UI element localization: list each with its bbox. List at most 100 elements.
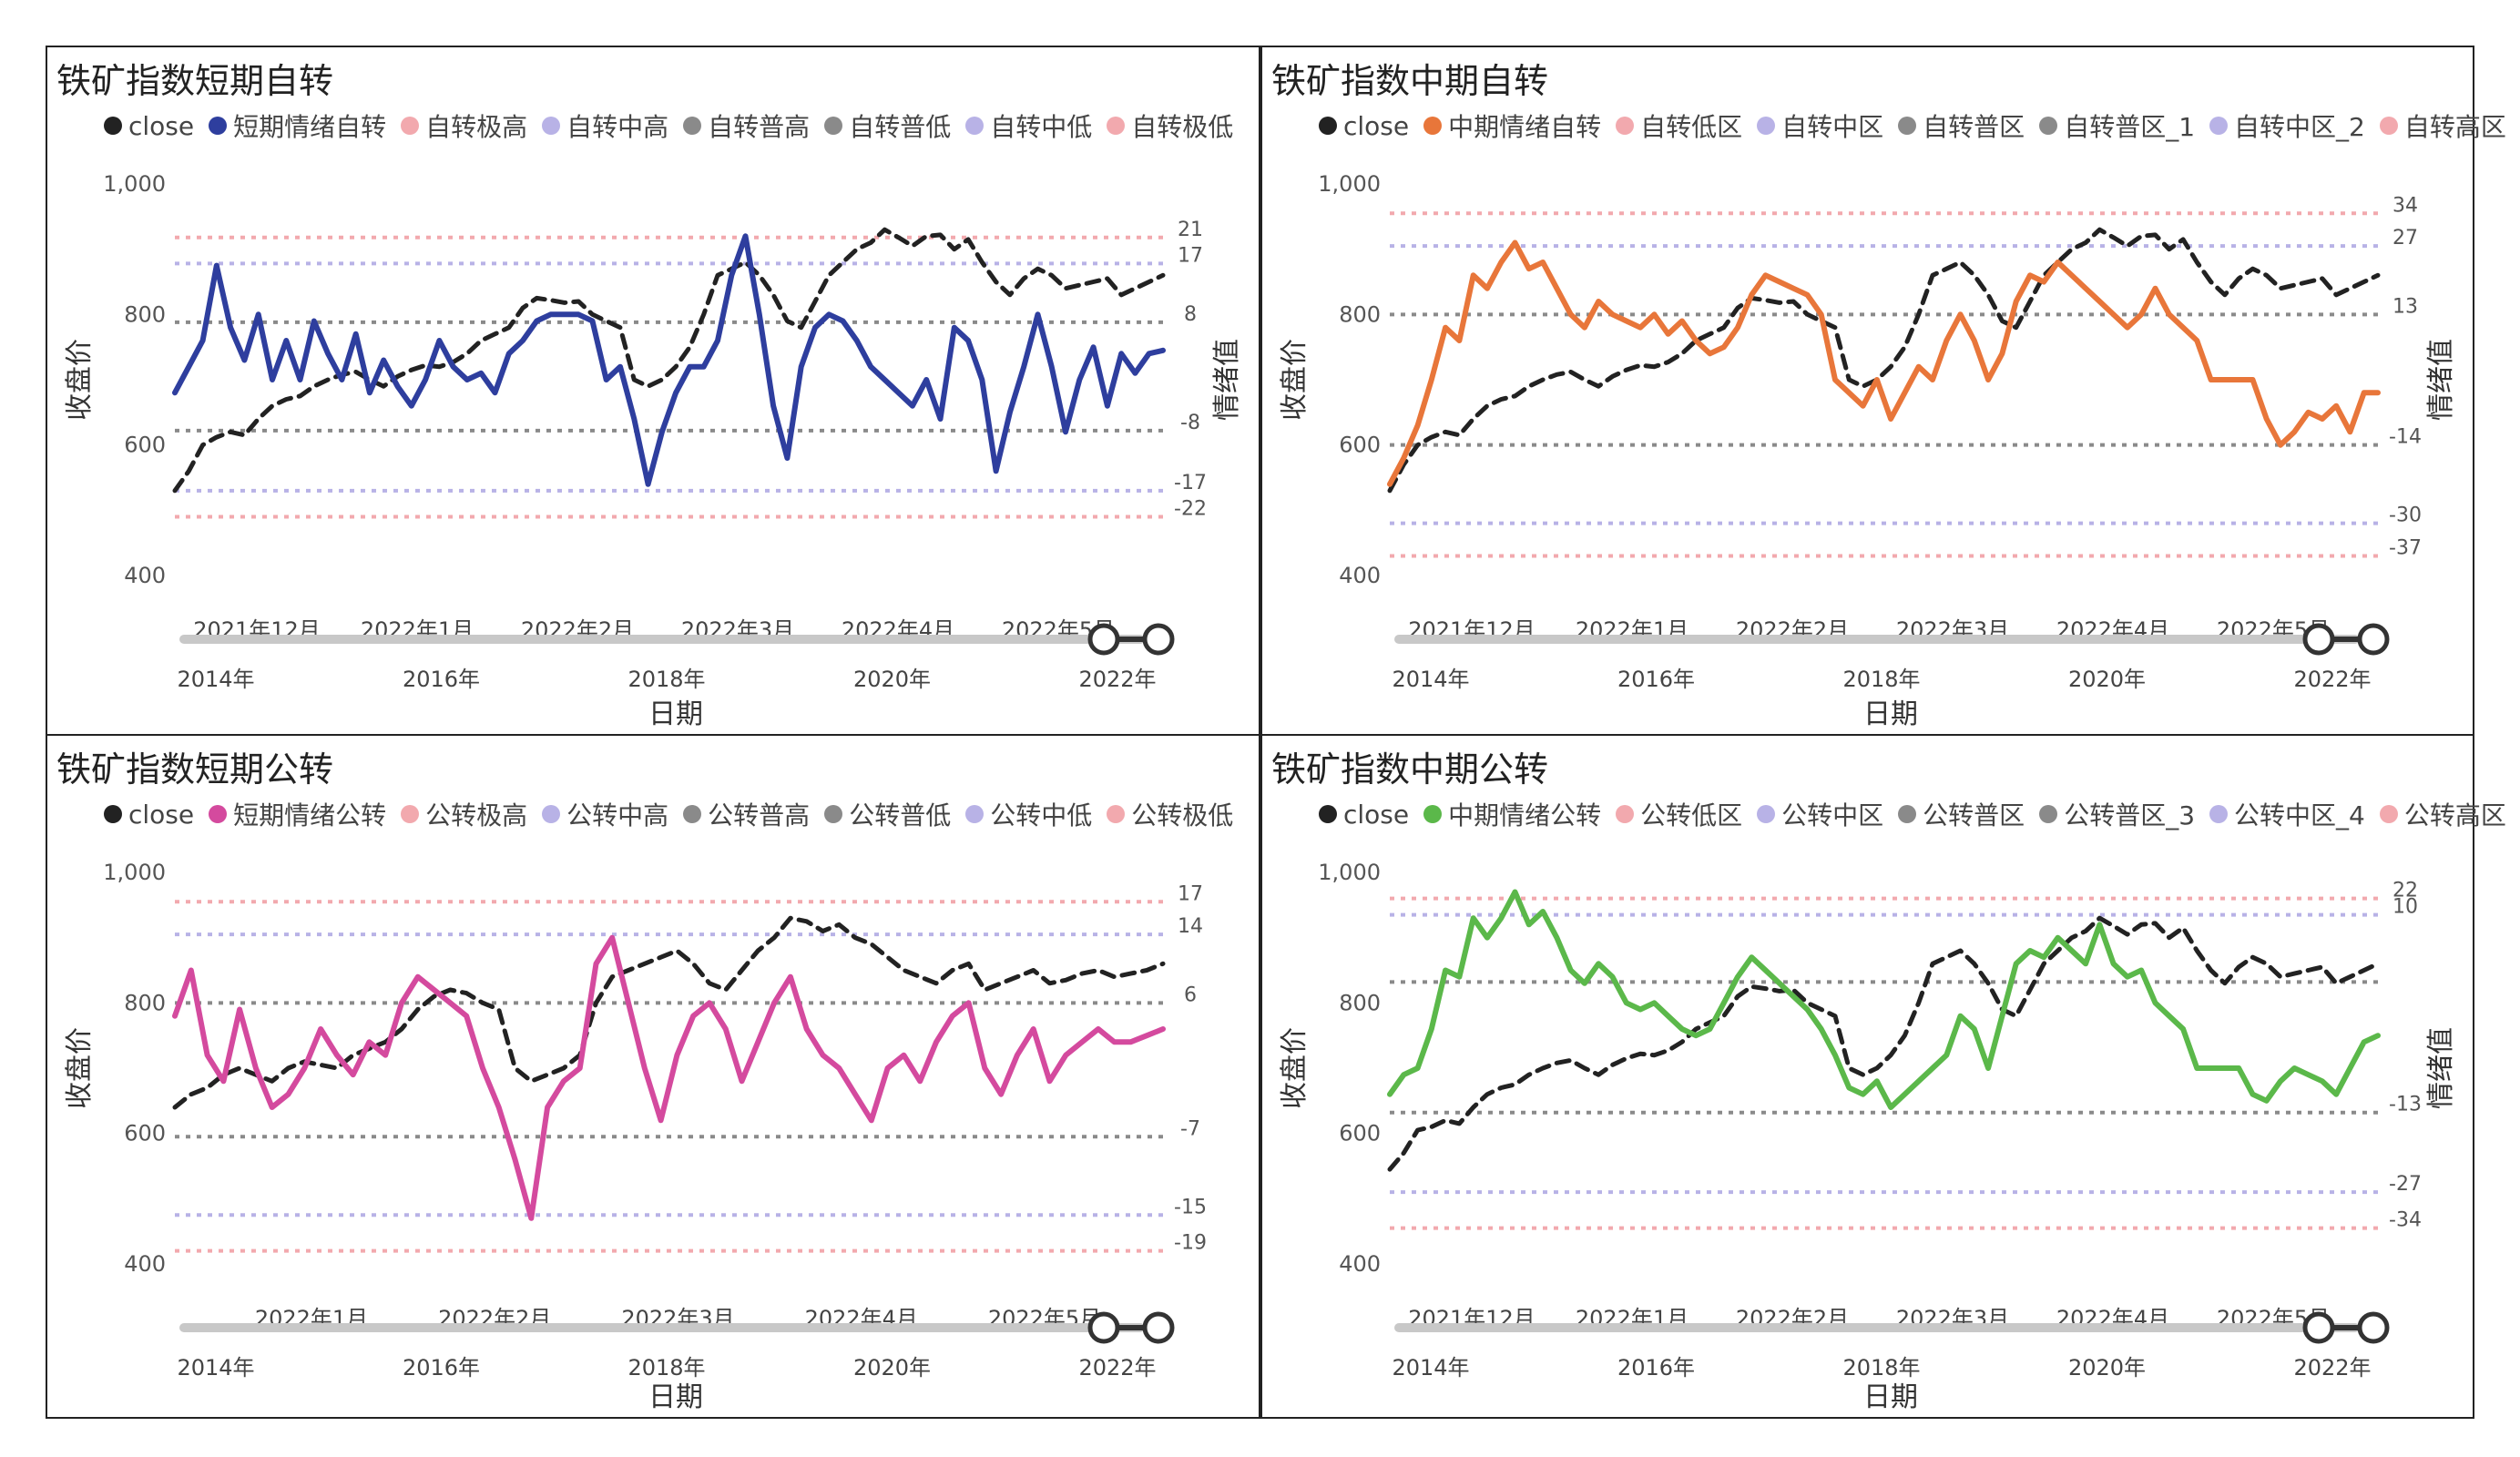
slider-tick-label: 2022年 xyxy=(1078,667,1156,692)
chart-legend[interactable]: close 中期情绪自转 自转低区 自转中区 自转普区 自转普区_1 自转中区_… xyxy=(1319,107,2520,144)
chart-title: 铁矿指数中期自转 xyxy=(1271,61,1549,101)
legend-item[interactable]: close xyxy=(104,800,194,830)
legend-item[interactable]: 公转中低 xyxy=(965,796,1092,832)
legend-dot xyxy=(683,805,702,823)
legend-item[interactable]: 自转中低 xyxy=(965,107,1092,144)
slider-tick-label: 2014年 xyxy=(1392,667,1469,692)
legend-item[interactable]: 公转普低 xyxy=(824,796,951,832)
legend-item[interactable]: close xyxy=(1319,800,1409,830)
slider-tick-label: 2018年 xyxy=(1842,667,1920,692)
series-line-close xyxy=(1387,915,2381,1172)
legend-item[interactable]: 自转中区_2 xyxy=(2209,107,2365,144)
legend-item[interactable]: 自转极低 xyxy=(1107,107,1233,144)
legend-label: 公转普区 xyxy=(1923,800,2025,830)
reference-line-label: -30 xyxy=(2389,504,2422,527)
legend-label: 自转中高 xyxy=(566,112,669,142)
slider-tick-label: 2022年 xyxy=(1078,1355,1156,1381)
legend-label: 自转极低 xyxy=(1131,112,1234,142)
y-tick-label: 800 xyxy=(1339,301,1381,327)
chart-legend[interactable]: close 短期情绪公转 公转极高 公转中高 公转普高 公转普低 公转中低 公转… xyxy=(104,796,1248,832)
y-tick-label: 400 xyxy=(124,563,166,588)
series-line-sentiment xyxy=(1387,889,2381,1110)
series-line-close xyxy=(172,915,1166,1110)
legend-dot xyxy=(1423,805,1443,823)
legend-label: 短期情绪自转 xyxy=(233,112,387,142)
chart-legend[interactable]: close 中期情绪公转 公转低区 公转中区 公转普区 公转普区_3 公转中区_… xyxy=(1319,796,2520,832)
chart-panel-mid-rotation: 铁矿指数中期自转 close 中期情绪自转 自转低区 自转中区 自转普区 自转普… xyxy=(1260,46,2506,736)
legend-item[interactable]: 公转高区 xyxy=(2379,796,2506,832)
reference-line-label: 34 xyxy=(2392,194,2418,217)
y-tick-label: 800 xyxy=(124,301,166,327)
legend-label: 自转普低 xyxy=(849,112,952,142)
legend-dot xyxy=(1757,117,1776,135)
y-axis-title-right: 情绪值 xyxy=(1211,339,1243,421)
chart-panel-mid-revolution: 铁矿指数中期公转 close 中期情绪公转 公转低区 公转中区 公转普区 公转普… xyxy=(1260,734,2506,1419)
legend-dot xyxy=(1616,805,1635,823)
reference-line-label: -34 xyxy=(2389,1209,2422,1232)
legend-item[interactable]: 公转普区_3 xyxy=(2039,796,2195,832)
reference-line-label: -7 xyxy=(1180,1117,1200,1140)
y-axis-title-left: 收盘价 xyxy=(1279,1027,1311,1109)
legend-item[interactable]: 公转中高 xyxy=(542,796,668,832)
legend-item[interactable]: 自转极高 xyxy=(401,107,527,144)
legend-item[interactable]: 自转中高 xyxy=(542,107,668,144)
y-tick-label: 600 xyxy=(1339,433,1381,458)
legend-label: close xyxy=(1343,799,1410,830)
legend-item[interactable]: 公转极高 xyxy=(401,796,527,832)
legend-item[interactable]: 公转普高 xyxy=(683,796,810,832)
chart-legend[interactable]: close 短期情绪自转 自转极高 自转中高 自转普高 自转普低 自转中低 自转… xyxy=(104,107,1248,144)
legend-item[interactable]: close xyxy=(104,111,194,141)
reference-line-label: -27 xyxy=(2389,1173,2422,1196)
date-slider-handle-end xyxy=(1142,1311,1175,1344)
date-slider-handle-start xyxy=(1087,1311,1120,1344)
date-slider-handle-start xyxy=(1087,623,1120,656)
legend-dot xyxy=(1616,117,1635,135)
legend-item[interactable]: 自转普低 xyxy=(824,107,951,144)
legend-item[interactable]: 公转普区 xyxy=(1898,796,2025,832)
legend-item[interactable]: close xyxy=(1319,111,1409,141)
y-tick-label: 1,000 xyxy=(103,860,166,885)
legend-dot xyxy=(2039,117,2058,135)
y-tick-label: 400 xyxy=(1339,563,1381,588)
date-slider-handle-end xyxy=(2357,1311,2390,1344)
legend-label: 中期情绪自转 xyxy=(1448,112,1602,142)
reference-line-label: -14 xyxy=(2389,426,2422,449)
legend-item[interactable]: 自转高区 xyxy=(2379,107,2506,144)
reference-line-label: 21 xyxy=(1178,219,1203,241)
legend-item[interactable]: 中期情绪公转 xyxy=(1423,796,1601,832)
slider-tick-label: 2020年 xyxy=(2068,1355,2146,1381)
legend-item[interactable]: 公转中区 xyxy=(1757,796,1883,832)
legend-item[interactable]: 中期情绪自转 xyxy=(1423,107,1601,144)
y-tick-label: 400 xyxy=(124,1251,166,1277)
y-tick-label: 600 xyxy=(124,433,166,458)
legend-dot xyxy=(683,117,702,135)
y-axis-title-left: 收盘价 xyxy=(64,1027,96,1109)
legend-label: 自转中区_2 xyxy=(2234,112,2365,142)
reference-line-label: -19 xyxy=(1174,1232,1207,1255)
chart-title: 铁矿指数短期自转 xyxy=(56,61,334,101)
legend-item[interactable]: 短期情绪自转 xyxy=(209,107,386,144)
legend-item[interactable]: 公转中区_4 xyxy=(2209,796,2365,832)
legend-label: 自转中低 xyxy=(990,112,1093,142)
legend-item[interactable]: 公转低区 xyxy=(1616,796,1742,832)
legend-label: 公转极高 xyxy=(425,800,528,830)
legend-label: close xyxy=(1343,110,1410,141)
legend-item[interactable]: 短期情绪公转 xyxy=(209,796,386,832)
date-slider-handle-end xyxy=(1142,623,1175,656)
legend-label: 自转高区 xyxy=(2403,112,2506,142)
legend-item[interactable]: 自转普区_1 xyxy=(2039,107,2195,144)
y-tick-label: 800 xyxy=(124,990,166,1015)
legend-item[interactable]: 自转普区 xyxy=(1898,107,2025,144)
legend-item[interactable]: 自转普高 xyxy=(683,107,810,144)
legend-dot xyxy=(1319,805,1337,823)
reference-line-label: 27 xyxy=(2392,227,2418,250)
reference-line-label: -37 xyxy=(2389,537,2422,560)
legend-item[interactable]: 自转低区 xyxy=(1616,107,1742,144)
legend-dot xyxy=(965,805,985,823)
legend-dot xyxy=(1423,117,1443,135)
reference-line-label: 6 xyxy=(1184,983,1197,1006)
series-line-close xyxy=(172,227,1166,494)
legend-item[interactable]: 公转极低 xyxy=(1107,796,1233,832)
legend-item[interactable]: 自转中区 xyxy=(1757,107,1883,144)
